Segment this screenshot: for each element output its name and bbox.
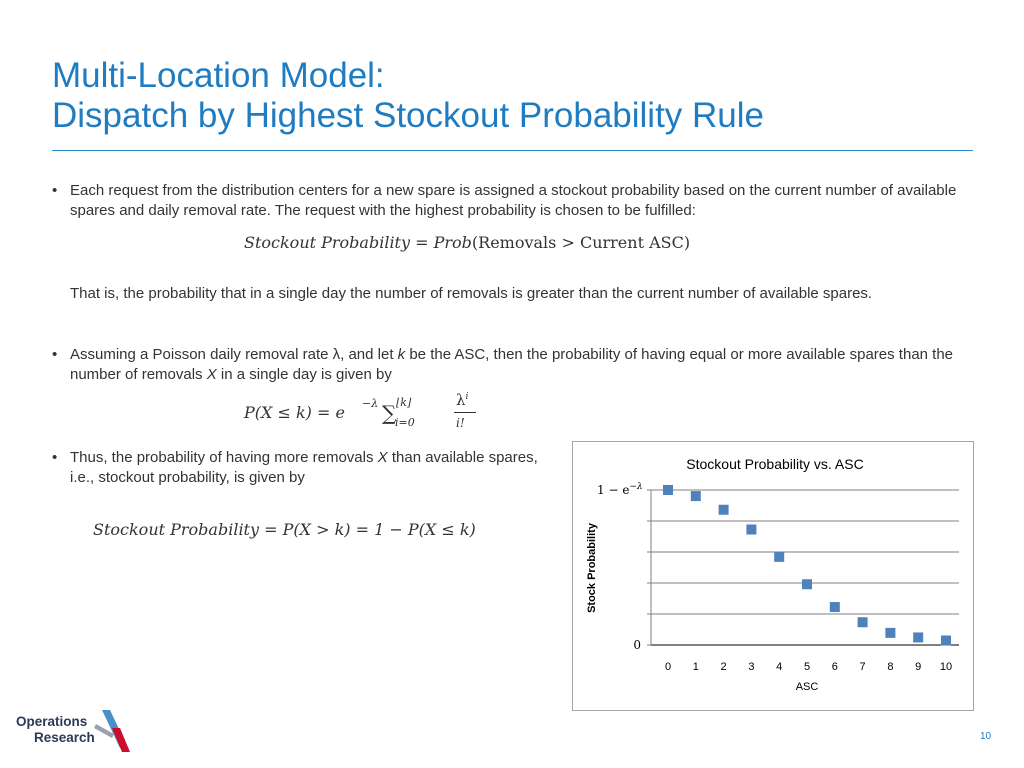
data-point bbox=[690, 491, 701, 502]
formula-2-lhs: P(X ≤ k) = e bbox=[244, 403, 345, 422]
page-number: 10 bbox=[980, 731, 992, 742]
x-variable: X bbox=[377, 449, 388, 466]
stockout-chart: Stockout Probability vs. ASC Stock Proba… bbox=[572, 441, 974, 711]
chart-canvas: Stockout Probability vs. ASC Stock Proba… bbox=[586, 456, 959, 693]
data-point bbox=[913, 632, 924, 643]
bullet-2-part-a: Assuming a Poisson daily removal rate bbox=[70, 346, 333, 363]
bullet-marker: • bbox=[52, 346, 58, 363]
bullet-3-text: Thus, the probability of having more rem… bbox=[70, 448, 552, 488]
x-tick-label: 8 bbox=[887, 661, 893, 673]
y-tick-label-top: 1 − e−λ bbox=[597, 482, 643, 497]
stockout-probability-formula: Stockout Probability = P(X > k) = 1 − P(… bbox=[93, 520, 476, 539]
y-tick-label-bottom: 0 bbox=[633, 638, 641, 652]
formula-1-argument: (Removals > Current ASC) bbox=[471, 233, 691, 252]
data-point bbox=[718, 504, 729, 515]
fraction-denominator: i! bbox=[456, 416, 465, 430]
slide-title-line-2: Dispatch by Highest Stockout Probability… bbox=[52, 96, 765, 135]
bullet-2-part-d: in a single day is given by bbox=[216, 366, 392, 383]
x-tick-label: 5 bbox=[804, 661, 810, 673]
formula-1-prob: Prob bbox=[433, 233, 472, 252]
x-axis-label: ASC bbox=[796, 681, 819, 693]
bullet-3-part-a: Thus, the probability of having more rem… bbox=[70, 449, 378, 466]
bullet-paragraph-1: • Each request from the distribution cen… bbox=[52, 181, 962, 221]
summation-sign: ∑ bbox=[382, 401, 397, 425]
x-axis-ticks: 0 1 2 3 4 5 6 7 8 9 10 bbox=[665, 661, 952, 673]
fraction-bar bbox=[454, 412, 476, 413]
bullet-paragraph-3: • Thus, the probability of having more r… bbox=[52, 448, 552, 488]
bullet-2-part-b: , and let bbox=[340, 346, 398, 363]
bullet-2-part-c: be the ASC, then the probability of havi… bbox=[70, 346, 954, 383]
data-point bbox=[941, 635, 951, 646]
x-tick-label: 2 bbox=[721, 661, 727, 673]
logo-line-2: Research bbox=[34, 730, 95, 745]
bullet-2-text: Assuming a Poisson daily removal rate λ,… bbox=[70, 345, 962, 385]
fraction-lambda: λ bbox=[456, 391, 466, 409]
chart-title: Stockout Probability vs. ASC bbox=[686, 456, 863, 472]
formula-1-equals: = bbox=[410, 233, 434, 252]
bullet-marker: • bbox=[52, 182, 58, 199]
bullet-marker: • bbox=[52, 449, 58, 466]
chart-points bbox=[663, 485, 951, 646]
x-tick-label: 1 bbox=[693, 661, 699, 673]
explanation-paragraph: That is, the probability that in a singl… bbox=[70, 285, 873, 302]
x-tick-label: 6 bbox=[832, 661, 838, 673]
stockout-formula-definition: Stockout Probability = Prob(Removals > C… bbox=[244, 233, 690, 252]
x-tick-label: 9 bbox=[915, 661, 921, 673]
data-point bbox=[663, 485, 673, 495]
slide-title-line-1: Multi-Location Model: bbox=[52, 56, 385, 95]
data-point bbox=[829, 602, 840, 613]
data-point bbox=[885, 627, 896, 638]
y-axis-label: Stock Probability bbox=[586, 522, 598, 613]
logo-line-1: Operations bbox=[16, 714, 88, 729]
summation-lower-limit: i=0 bbox=[395, 416, 415, 429]
fraction-exponent: i bbox=[465, 392, 469, 402]
x-tick-label: 7 bbox=[860, 661, 866, 673]
lambda-symbol: λ bbox=[332, 346, 341, 363]
formula-2-exponent: −λ bbox=[362, 397, 379, 410]
fraction-numerator: λi bbox=[456, 391, 468, 409]
title-divider bbox=[52, 150, 973, 151]
y-tick-top-exponent: −λ bbox=[629, 482, 642, 492]
summation-upper-limit: ⌊k⌋ bbox=[396, 396, 412, 409]
x-tick-label: 10 bbox=[940, 661, 952, 673]
logo-text: Operations Research bbox=[16, 714, 95, 746]
bullet-paragraph-2: • Assuming a Poisson daily removal rate … bbox=[52, 345, 962, 385]
x-tick-label: 4 bbox=[776, 661, 782, 673]
data-point bbox=[802, 579, 812, 590]
poisson-cdf-formula: P(X ≤ k) = e −λ ∑ ⌊k⌋ i=0 λi i! bbox=[244, 391, 484, 437]
bullet-1-text: Each request from the distribution cente… bbox=[70, 182, 957, 219]
data-point bbox=[857, 617, 868, 628]
slide-title: Multi-Location Model: Dispatch by Highes… bbox=[52, 56, 992, 136]
chart-gridlines bbox=[647, 489, 959, 646]
x-variable: X bbox=[206, 366, 217, 383]
formula-1-lhs: Stockout Probability bbox=[244, 233, 411, 252]
x-tick-label: 3 bbox=[748, 661, 754, 673]
k-variable: k bbox=[397, 346, 406, 363]
logo-swoosh-icon bbox=[94, 710, 130, 752]
data-point bbox=[746, 524, 757, 535]
y-tick-top-base: 1 − e bbox=[597, 483, 629, 497]
data-point bbox=[774, 551, 785, 562]
operations-research-logo: Operations Research bbox=[16, 710, 136, 756]
bullet-3-part-b: than available spares, i.e., stockout pr… bbox=[70, 449, 538, 486]
x-tick-label: 0 bbox=[665, 661, 671, 673]
